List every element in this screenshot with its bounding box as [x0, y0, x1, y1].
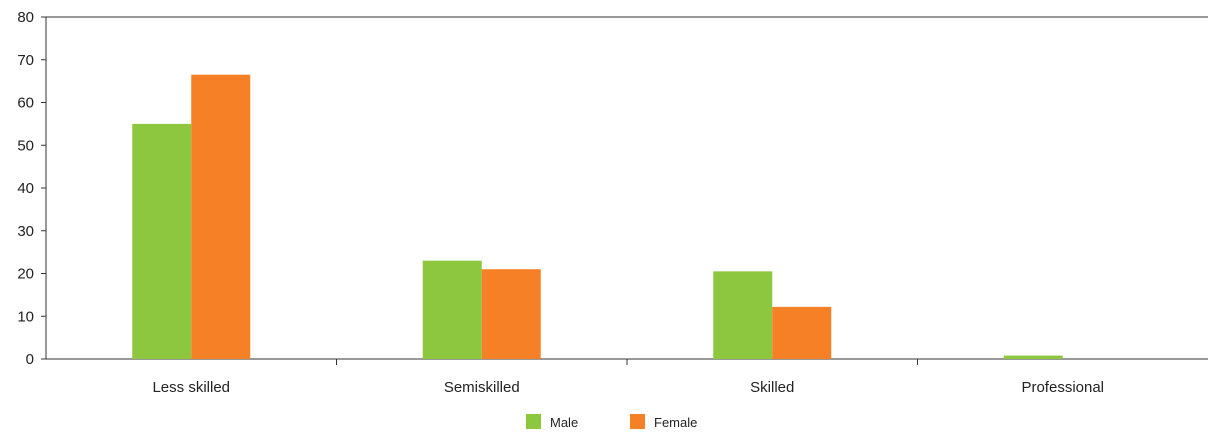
y-tick-label: 70 [17, 52, 34, 69]
legend-swatch-male [526, 414, 541, 429]
y-tick-label: 80 [17, 9, 34, 26]
y-tick-label: 40 [17, 180, 34, 197]
legend: Male Female [526, 414, 697, 430]
y-tick-label: 60 [17, 95, 34, 112]
bar-male-professional [1003, 355, 1063, 359]
bar-male-semiskilled [422, 260, 482, 359]
y-tick-label: 0 [26, 351, 34, 368]
legend-swatch-female [630, 414, 645, 429]
y-tick-label: 20 [17, 266, 34, 283]
bar-male-skilled [713, 271, 773, 359]
bars-group [132, 74, 1063, 360]
bar-female-skilled [772, 306, 832, 359]
bar-female-less-skilled [191, 74, 251, 360]
y-tick-label: 50 [17, 137, 34, 154]
bar-female-semiskilled [481, 269, 541, 359]
x-category-label: Less skilled [152, 379, 230, 396]
legend-label-male: Male [550, 415, 578, 430]
y-tick-label: 30 [17, 223, 34, 240]
legend-label-female: Female [654, 415, 697, 430]
x-category-label: Skilled [750, 379, 794, 396]
bar-male-less-skilled [132, 123, 192, 359]
x-category-label: Professional [1021, 379, 1104, 396]
x-category-label: Semiskilled [444, 379, 520, 396]
y-tick-label: 10 [17, 308, 34, 325]
